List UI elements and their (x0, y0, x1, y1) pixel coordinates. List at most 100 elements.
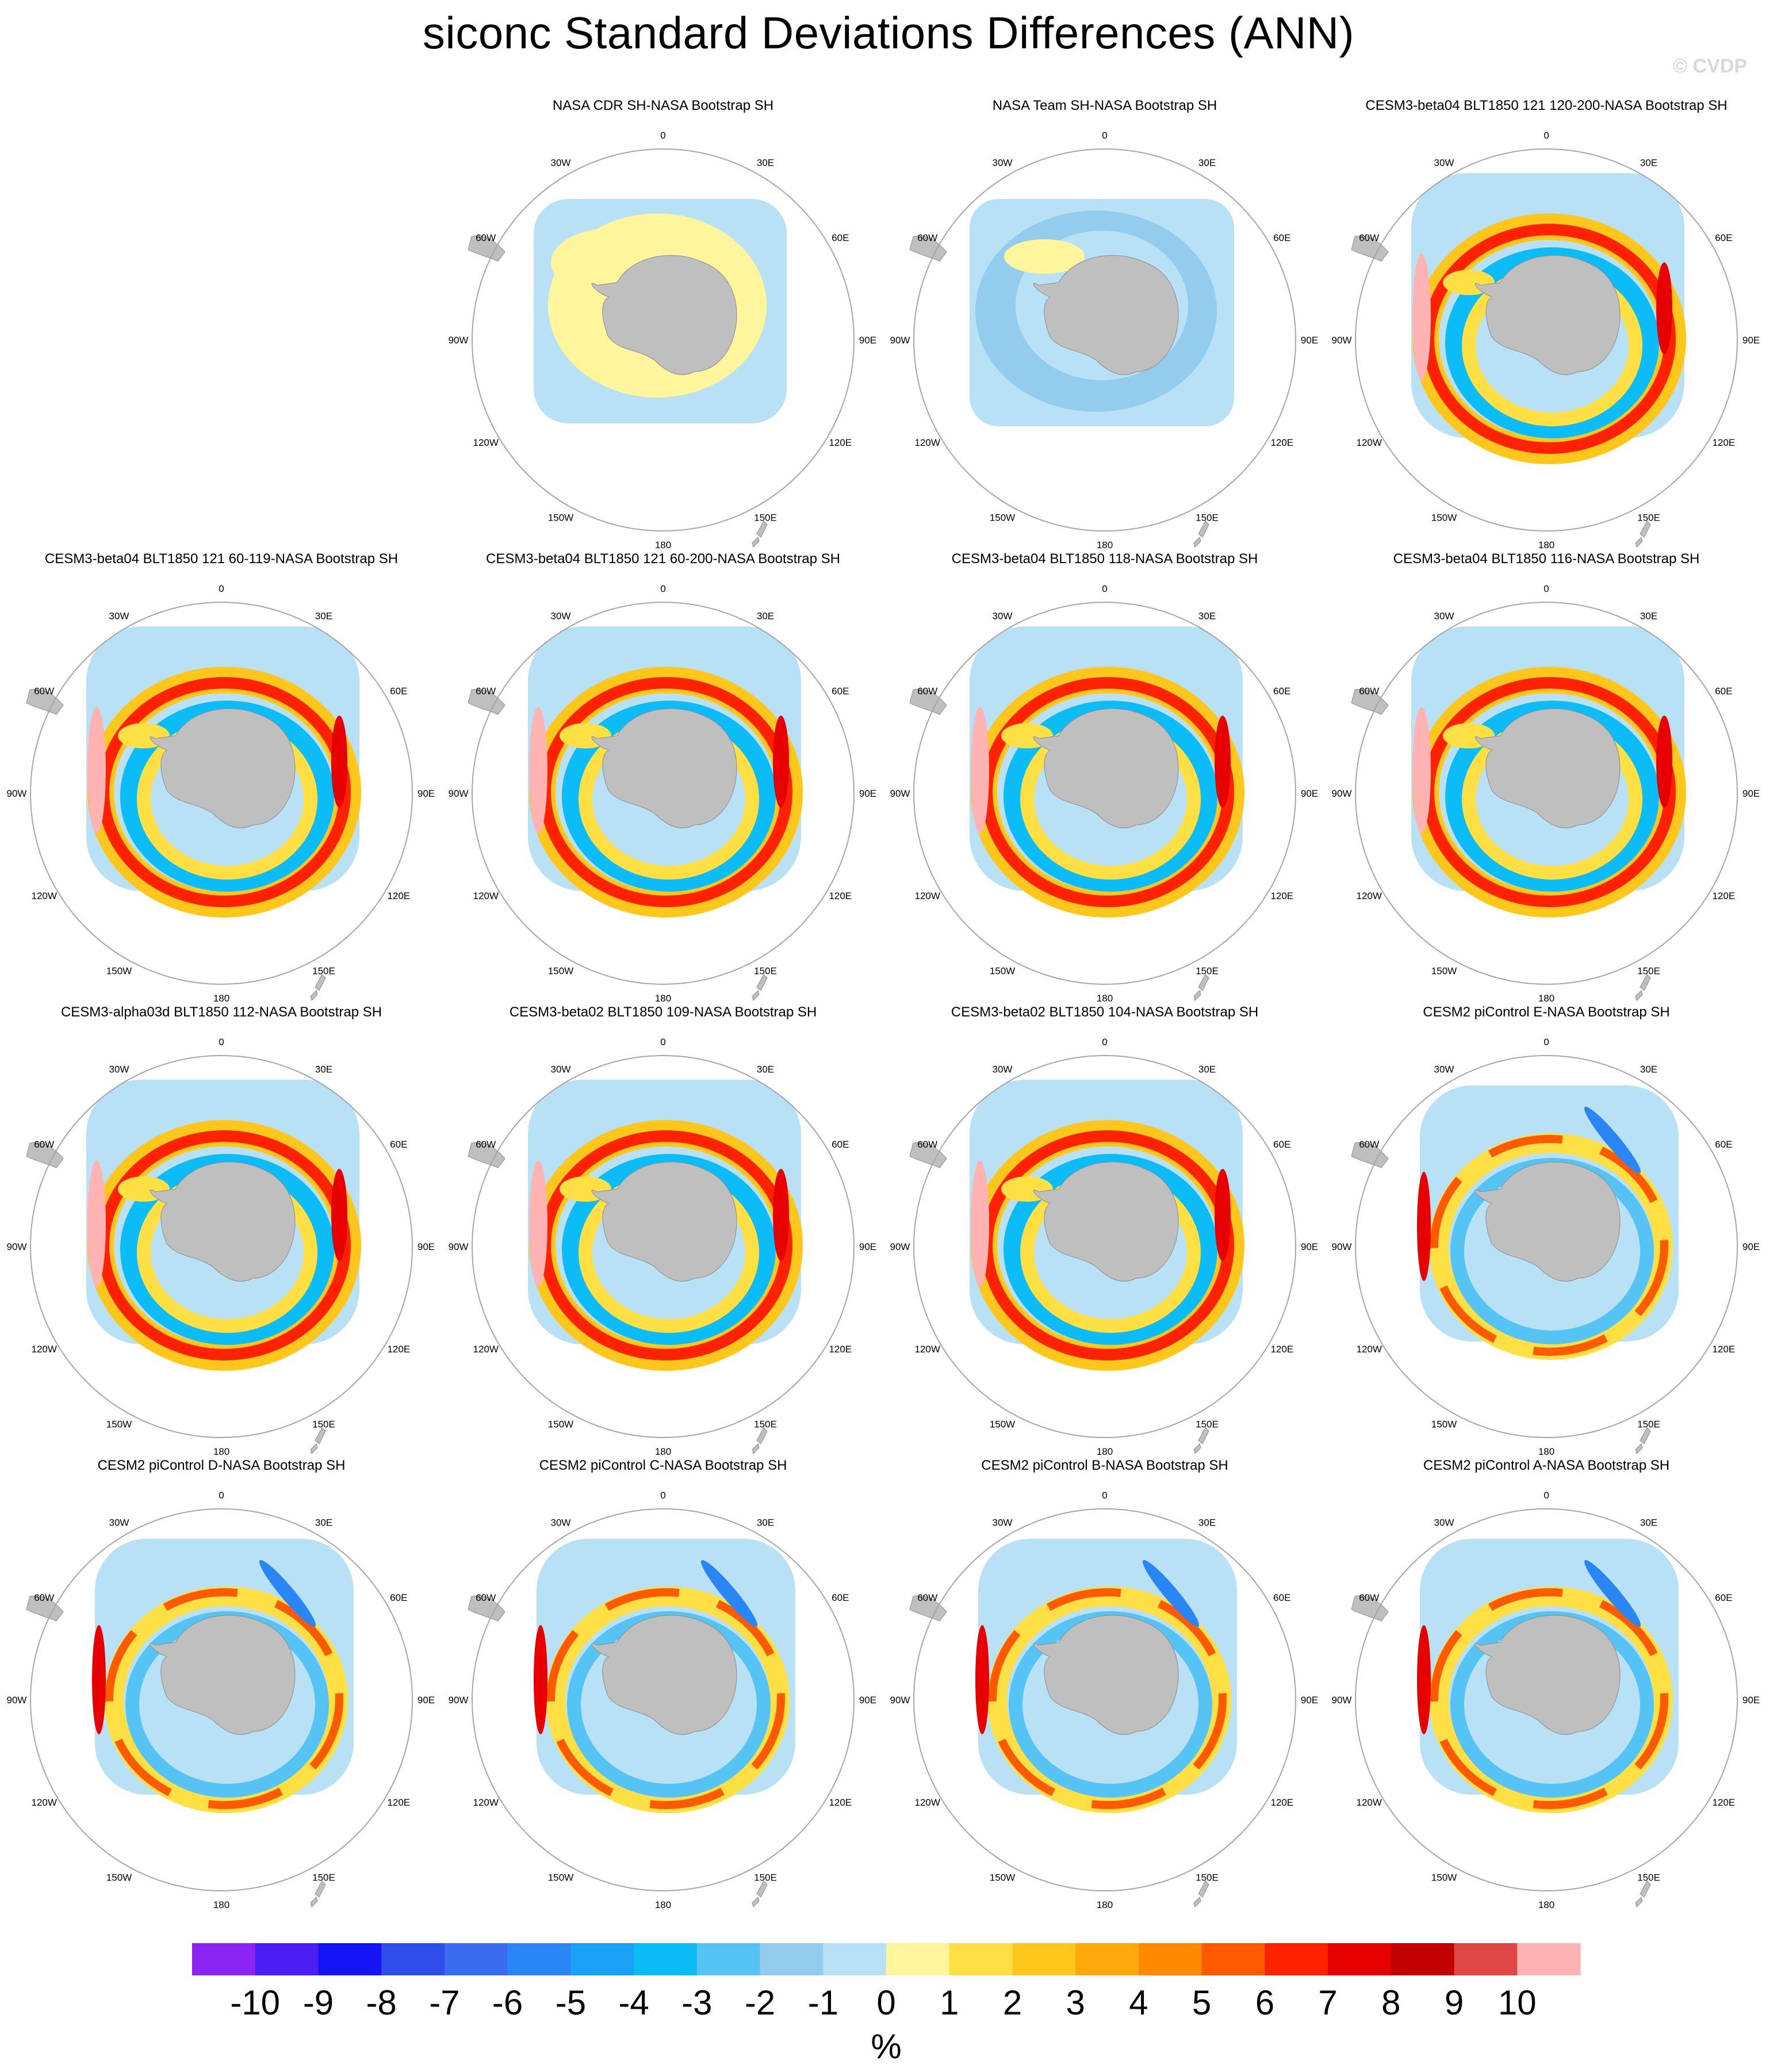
longitude-label: 150W (548, 1419, 573, 1429)
sea-ice-field (92, 1539, 354, 1813)
polar-stereographic-map: 0 30E 60E 90E 120E 150E 180 150W 120W 90W 60W 30W (890, 130, 1319, 551)
figure-title: siconc Standard Deviations Differences (… (422, 7, 1355, 58)
colorbar-box (507, 1943, 571, 1975)
longitude-label: 90W (449, 1241, 469, 1252)
longitude-label: 120E (1270, 1797, 1293, 1808)
colorbar-unit: % (871, 2027, 901, 2066)
map-boundary (1355, 1508, 1738, 1891)
longitude-label: 150E (1637, 512, 1660, 523)
polar-stereographic-map: 0 30E 60E 90E 120E 150E 180 150W 120W 90W 60W 30W (890, 1037, 1319, 1457)
colorbar-tick-label: -9 (303, 1983, 334, 2022)
map-panel: CESM3-beta04 BLT1850 121 120-200-NASA Bo… (1325, 98, 1768, 552)
sea-ice-field (970, 1080, 1244, 1371)
longitude-label: 90W (890, 335, 910, 346)
longitude-label: 60E (1715, 232, 1732, 243)
longitude-label: 60E (1715, 1139, 1732, 1150)
longitude-label: 150E (754, 1419, 777, 1429)
longitude-label: 150E (312, 1872, 335, 1883)
longitude-label: 90E (859, 335, 876, 346)
antarctica-landmass (150, 1161, 296, 1282)
longitude-label: 150E (754, 965, 777, 976)
longitude-label: 120E (1712, 1797, 1735, 1808)
longitude-label: 120E (829, 437, 852, 448)
longitude-label: 30W (993, 158, 1013, 169)
longitude-label: 180 (1097, 993, 1113, 1004)
longitude-label: 30E (1640, 611, 1657, 622)
longitude-label: 90W (1332, 335, 1352, 346)
colorbar-box (1328, 1943, 1392, 1975)
longitude-label: 120W (473, 890, 498, 901)
colorbar-tick-label: 9 (1445, 1983, 1464, 2022)
longitude-label: 150E (754, 512, 777, 523)
longitude-label: 90E (859, 1695, 876, 1706)
colorbar-box (1454, 1943, 1518, 1975)
longitude-label: 120E (1270, 1344, 1293, 1355)
sea-ice-field (528, 1080, 803, 1371)
polar-stereographic-map: 0 30E 60E 90E 120E 150E 180 150W 120W 90W 60W 30W (449, 583, 877, 1004)
longitude-label: 180 (1097, 1899, 1113, 1910)
longitude-label: 30E (1640, 158, 1657, 169)
longitude-label: 180 (1097, 540, 1113, 551)
longitude-label: 30W (1434, 1064, 1454, 1075)
colorbar-box (444, 1943, 508, 1975)
map-panel: CESM2 piControl B-NASA Bootstrap SH 0 30E 6… (883, 1458, 1326, 1912)
longitude-label: 60W (917, 686, 937, 697)
longitude-label: 120W (914, 1344, 940, 1355)
longitude-label: 150E (1196, 1872, 1219, 1883)
longitude-label: 0 (219, 1037, 224, 1048)
longitude-label: 120W (914, 437, 940, 448)
colorbar-tick-label: 10 (1498, 1983, 1537, 2022)
longitude-label: 30W (1434, 1517, 1454, 1528)
south-america-landmass (909, 1142, 947, 1168)
longitude-label: 150E (1637, 1419, 1660, 1429)
south-america-landmass (1351, 235, 1389, 262)
panel-title: CESM2 piControl E-NASA Bootstrap SH (1423, 1004, 1670, 1020)
longitude-label: 150E (312, 965, 335, 976)
longitude-label: 150W (1431, 1872, 1457, 1883)
panel-title: CESM2 piControl A-NASA Bootstrap SH (1423, 1458, 1670, 1473)
longitude-label: 30E (757, 611, 774, 622)
longitude-label: 90W (7, 1695, 27, 1706)
longitude-label: 90W (7, 1241, 27, 1252)
longitude-label: 120W (1356, 1344, 1381, 1355)
colorbar-box (1012, 1943, 1076, 1975)
longitude-label: 60E (1715, 686, 1732, 697)
longitude-label: 120W (473, 437, 498, 448)
longitude-label: 180 (655, 1446, 671, 1457)
colorbar-tick-label: -2 (745, 1983, 775, 2022)
map-boundary (472, 1055, 855, 1438)
longitude-label: 30E (1198, 1517, 1216, 1528)
colorbar-box (381, 1943, 445, 1975)
longitude-label: 120E (387, 1797, 410, 1808)
longitude-label: 180 (213, 1899, 229, 1910)
longitude-label: 150E (1196, 1419, 1219, 1429)
longitude-label: 90E (1301, 335, 1318, 346)
longitude-label: 120W (473, 1797, 498, 1808)
longitude-label: 120E (387, 1344, 410, 1355)
longitude-label: 60E (832, 1139, 849, 1150)
longitude-label: 30E (757, 158, 774, 169)
longitude-label: 60W (476, 232, 496, 243)
longitude-label: 0 (660, 1490, 665, 1501)
longitude-label: 90E (1742, 1695, 1760, 1706)
longitude-label: 30W (993, 1517, 1013, 1528)
longitude-label: 60W (476, 1139, 496, 1150)
panel-title: CESM3-beta04 BLT1850 118-NASA Bootstrap … (951, 551, 1258, 567)
south-america-landmass (909, 235, 947, 262)
longitude-label: 0 (1544, 583, 1549, 594)
map-boundary (30, 602, 413, 985)
longitude-label: 60E (1273, 1592, 1290, 1603)
longitude-label: 120E (1270, 437, 1293, 448)
longitude-label: 60W (917, 1139, 937, 1150)
longitude-label: 30W (109, 1064, 129, 1075)
antarctica-landmass (591, 255, 737, 375)
longitude-label: 30E (1640, 1517, 1657, 1528)
longitude-label: 90E (1301, 1241, 1318, 1252)
longitude-label: 60W (34, 686, 54, 697)
longitude-label: 90E (859, 1241, 876, 1252)
map-panel: NASA CDR SH-NASA Bootstrap SH 0 30E 60E 90E 1… (442, 98, 884, 552)
longitude-label: 30W (993, 611, 1013, 622)
longitude-label: 30W (1434, 158, 1454, 169)
south-america-landmass (468, 689, 505, 715)
colorbar-tick-label: 4 (1129, 1983, 1148, 2022)
